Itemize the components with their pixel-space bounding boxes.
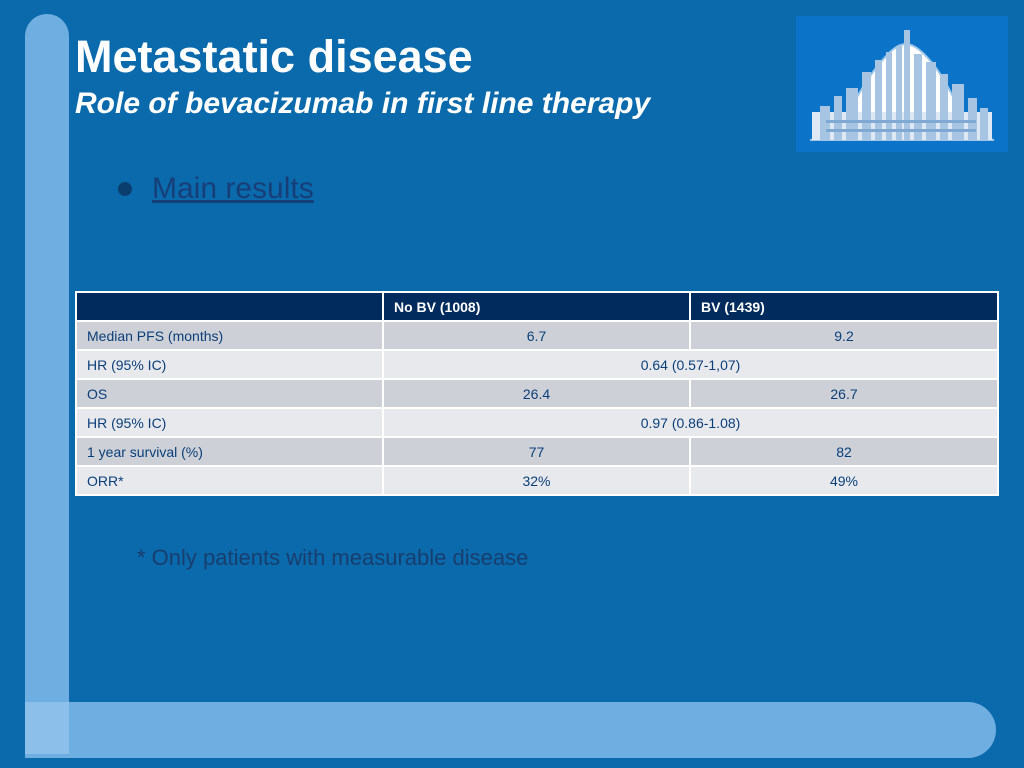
main-results-link[interactable]: Main results [152,172,314,205]
header-no-bv: No BV (1008) [382,291,691,322]
cell-combined: 0.97 (0.86-1.08) [382,407,999,438]
slide-subtitle: Role of bevacizumab in first line therap… [75,87,651,120]
footnote: * Only patients with measurable disease [137,545,529,570]
city-skyline-icon [796,16,1008,152]
table-row: 1 year survival (%) 77 82 [75,436,999,467]
table-row: OS 26.4 26.7 [75,378,999,409]
cell-bv: 26.7 [689,378,999,409]
row-label: HR (95% IC) [75,407,384,438]
bullet-item: Main results [118,172,314,206]
table-row: ORR* 32% 49% [75,465,999,496]
cell-bv: 49% [689,465,999,496]
corner-decorative-block [25,702,69,754]
left-decorative-bar [25,14,69,754]
slide-title: Metastatic disease [75,31,473,82]
row-label: Median PFS (months) [75,320,384,351]
results-table: No BV (1008) BV (1439) Median PFS (month… [75,291,999,496]
bullet-dot-icon [118,182,132,196]
row-label: OS [75,378,384,409]
cell-no-bv: 26.4 [382,378,691,409]
row-label: ORR* [75,465,384,496]
cell-combined: 0.64 (0.57-1,07) [382,349,999,380]
cell-no-bv: 77 [382,436,691,467]
header-bv: BV (1439) [689,291,999,322]
table-row: HR (95% IC) 0.97 (0.86-1.08) [75,407,999,438]
row-label: 1 year survival (%) [75,436,384,467]
cell-no-bv: 6.7 [382,320,691,351]
cell-bv: 82 [689,436,999,467]
bottom-decorative-bar [25,702,996,758]
header-empty [75,291,384,322]
row-label: HR (95% IC) [75,349,384,380]
cell-bv: 9.2 [689,320,999,351]
table-row: Median PFS (months) 6.7 9.2 [75,320,999,351]
table-row: HR (95% IC) 0.64 (0.57-1,07) [75,349,999,380]
table-header-row: No BV (1008) BV (1439) [75,291,999,322]
cell-no-bv: 32% [382,465,691,496]
